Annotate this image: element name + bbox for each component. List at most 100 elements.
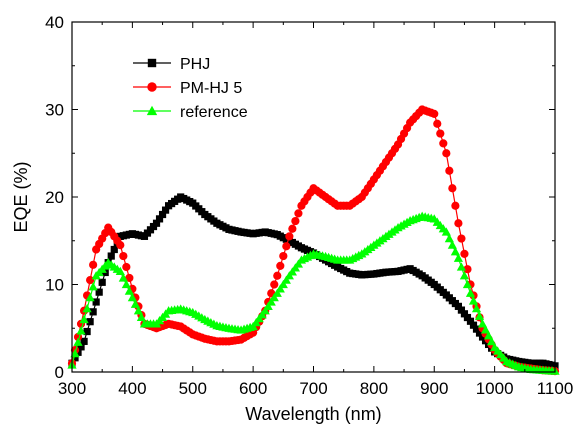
series-phj (68, 193, 559, 370)
data-point (118, 273, 128, 282)
y-tick-label: 20 (45, 188, 64, 207)
data-point (442, 149, 451, 158)
data-point (85, 293, 95, 302)
data-point (161, 206, 170, 214)
data-point (273, 271, 282, 280)
x-tick-label: 500 (179, 379, 207, 398)
data-point (92, 298, 100, 306)
legend-label: PHJ (180, 56, 210, 73)
data-point (107, 252, 115, 260)
data-point (456, 262, 467, 271)
data-point (474, 311, 485, 320)
data-point (147, 58, 157, 68)
data-point (86, 318, 94, 326)
y-tick-label: 40 (45, 13, 64, 32)
data-point (263, 301, 273, 311)
x-tick-label: 400 (118, 379, 146, 398)
legend-item: PM-HJ 5 (133, 80, 242, 97)
data-point (89, 260, 98, 269)
x-tick-label: 600 (239, 379, 267, 398)
data-point (275, 284, 285, 293)
data-point (272, 288, 282, 297)
x-tick-label: 700 (299, 379, 327, 398)
data-point (459, 271, 470, 280)
data-point (457, 306, 466, 314)
data-point (291, 216, 300, 226)
data-point (294, 209, 303, 218)
data-point (71, 354, 79, 362)
data-point (462, 279, 473, 289)
data-point (483, 331, 494, 340)
series-pm-hj-5 (67, 105, 560, 376)
data-point (439, 139, 448, 148)
data-point (279, 251, 288, 261)
data-point (270, 280, 279, 289)
y-tick-label: 0 (55, 363, 64, 382)
data-point (447, 240, 457, 249)
legend: PHJ PM-HJ 5 reference (133, 56, 248, 121)
data-point (73, 337, 83, 346)
data-point (122, 262, 131, 272)
data-point (76, 326, 86, 335)
data-point (454, 219, 463, 228)
data-point (278, 279, 288, 289)
data-point (115, 266, 125, 276)
y-tick-label: 30 (45, 101, 64, 120)
data-point (433, 119, 442, 128)
data-point (478, 333, 487, 341)
data-point (468, 296, 479, 305)
data-point (471, 303, 482, 313)
data-point (119, 251, 128, 261)
data-point (487, 336, 497, 346)
data-point (110, 245, 118, 254)
data-point (282, 242, 291, 251)
data-point (133, 306, 144, 315)
data-point (448, 184, 457, 193)
data-point (269, 293, 279, 302)
data-point (430, 109, 439, 118)
x-tick-label: 800 (360, 379, 388, 398)
data-point (445, 166, 454, 175)
data-point (469, 321, 478, 329)
data-point (441, 227, 451, 236)
data-point (453, 253, 463, 262)
data-point (121, 279, 131, 289)
data-point (86, 276, 95, 285)
data-point (477, 319, 488, 328)
data-point (80, 337, 88, 345)
data-point (466, 317, 475, 325)
data-point (77, 343, 85, 351)
data-point (152, 219, 161, 227)
data-point (146, 105, 158, 116)
data-point (89, 308, 97, 316)
data-point (125, 273, 134, 283)
data-point (465, 288, 476, 297)
data-point (260, 306, 270, 315)
data-point (98, 278, 106, 286)
data-point (82, 303, 92, 313)
data-point (451, 201, 460, 210)
x-axis-label: Wavelength (nm) (245, 404, 381, 424)
legend-item: reference (133, 104, 248, 121)
data-point (266, 297, 276, 306)
x-tick-label: 900 (420, 379, 448, 398)
x-tick-label: 1000 (476, 379, 514, 398)
data-point (95, 288, 103, 296)
data-point (436, 129, 445, 138)
legend-item: PHJ (133, 56, 210, 73)
y-tick-label: 10 (45, 276, 64, 295)
data-point (79, 314, 89, 324)
data-point (480, 325, 491, 334)
series-layer (67, 105, 560, 376)
x-tick-label: 300 (58, 379, 86, 398)
data-point (124, 286, 134, 295)
data-point (276, 261, 285, 271)
data-point (70, 349, 80, 358)
data-point (83, 327, 91, 336)
data-point (450, 247, 460, 256)
data-point (475, 329, 484, 337)
data-point (130, 299, 140, 308)
data-point (288, 224, 297, 233)
data-point (136, 312, 147, 321)
